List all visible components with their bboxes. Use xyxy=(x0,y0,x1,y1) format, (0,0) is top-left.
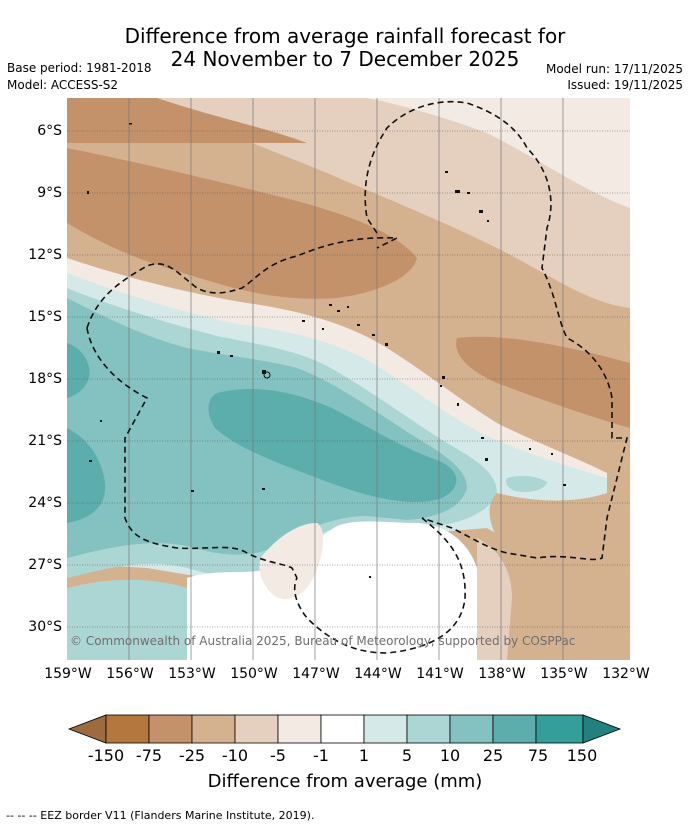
colorbar-arrow-right xyxy=(582,714,622,744)
colorbar-seg-2 xyxy=(148,714,193,744)
colorbar xyxy=(67,714,622,744)
dry-band-lightest-ne xyxy=(367,98,630,208)
colorbar-tick: -1 xyxy=(313,746,329,765)
lat-label-9s: 9°S xyxy=(37,185,62,201)
base-period-label: Base period: 1981-2018 xyxy=(7,61,152,75)
colorbar-seg-9 xyxy=(449,714,494,744)
slightly-dry-pocket-south xyxy=(259,523,324,600)
issued-label: Issued: 19/11/2025 xyxy=(567,78,683,92)
lon-label-141w: 141°W xyxy=(416,666,464,682)
colorbar-segments xyxy=(105,714,584,744)
near-normal-sw-corner xyxy=(67,579,187,660)
colorbar-tick: -150 xyxy=(87,746,125,765)
wet-blob-west-upper xyxy=(67,343,90,398)
meridians xyxy=(128,98,564,660)
lon-label-153w: 153°W xyxy=(168,666,216,682)
lat-label-30s: 30°S xyxy=(28,619,62,635)
rainfall-anomaly-map xyxy=(67,98,630,660)
lon-label-159w: 159°W xyxy=(44,666,92,682)
colorbar-tick: 1 xyxy=(358,746,370,765)
dry-region-se xyxy=(489,488,630,660)
dry-band-top-left xyxy=(67,98,307,143)
lat-label-15s: 15°S xyxy=(28,309,62,325)
dry-band-strong-north xyxy=(67,148,417,299)
colorbar-seg-11 xyxy=(535,714,584,744)
colorbar-tick: -5 xyxy=(270,746,286,765)
dry-region-se-light xyxy=(477,538,512,660)
wet-blob-west-lower xyxy=(67,428,106,523)
colorbar-tick: 25 xyxy=(482,746,504,765)
colorbar-seg-4 xyxy=(234,714,279,744)
copyright-notice: © Commonwealth of Australia 2025, Bureau… xyxy=(70,634,576,648)
lat-label-27s: 27°S xyxy=(28,557,62,573)
wet-blob-se-small xyxy=(505,475,547,492)
colorbar-seg-7 xyxy=(363,714,408,744)
chart-title-line-2: 24 November to 7 December 2025 xyxy=(170,47,520,71)
transition-strip xyxy=(67,258,607,488)
colorbar-seg-5 xyxy=(277,714,322,744)
near-normal-pocket-south xyxy=(187,521,477,660)
chart-title-line-1: Difference from average rainfall forecas… xyxy=(124,24,566,48)
colorbar-tick: 75 xyxy=(527,746,549,765)
model-label: Model: ACCESS-S2 xyxy=(7,78,119,92)
colorbar-seg-8 xyxy=(406,714,451,744)
lat-label-6s: 6°S xyxy=(37,123,62,139)
colorbar-tick: 10 xyxy=(439,746,461,765)
dry-band-light-ne xyxy=(147,98,630,308)
lon-label-132w: 132°W xyxy=(602,666,650,682)
lon-label-156w: 156°W xyxy=(106,666,154,682)
model-run-label: Model run: 17/11/2025 xyxy=(545,62,683,76)
colorbar-tick: -75 xyxy=(135,746,163,765)
lon-label-150w: 150°W xyxy=(230,666,278,682)
lat-label-21s: 21°S xyxy=(28,433,62,449)
colorbar-seg-3 xyxy=(191,714,236,744)
dry-band-strong-east xyxy=(456,336,630,428)
colorbar-seg-10 xyxy=(492,714,537,744)
lat-label-18s: 18°S xyxy=(28,371,62,387)
wet-blob-central xyxy=(208,388,457,503)
island-marker-circle xyxy=(263,371,271,379)
lon-label-138w: 138°W xyxy=(478,666,526,682)
colorbar-title: Difference from average (mm) xyxy=(207,771,483,792)
lon-label-135w: 135°W xyxy=(540,666,588,682)
colorbar-tick: 150 xyxy=(566,746,598,765)
colorbar-arrow-left xyxy=(67,714,107,744)
lat-label-24s: 24°S xyxy=(28,495,62,511)
colorbar-seg-1 xyxy=(105,714,150,744)
island-markers xyxy=(87,123,566,578)
colorbar-tick: 5 xyxy=(401,746,413,765)
eez-borders xyxy=(86,100,629,654)
lon-label-147w: 147°W xyxy=(292,666,340,682)
eez-legend-note: -- -- -- EEZ border V11 (Flanders Marine… xyxy=(6,809,315,822)
lon-label-144w: 144°W xyxy=(354,666,402,682)
lat-label-12s: 12°S xyxy=(28,247,62,263)
colorbar-tick: -25 xyxy=(178,746,206,765)
colorbar-tick: -10 xyxy=(221,746,249,765)
colorbar-seg-6 xyxy=(320,714,365,744)
